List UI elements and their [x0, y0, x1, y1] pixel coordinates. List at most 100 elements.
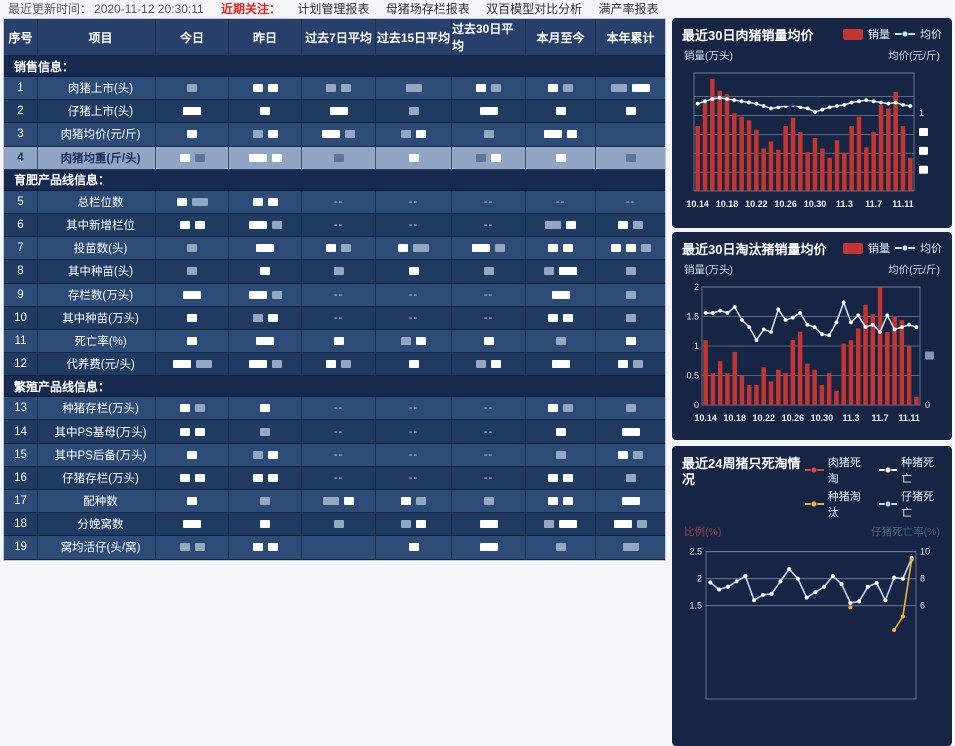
value-cell-redacted — [596, 397, 665, 421]
table-row[interactable]: 13 种猪存栏(万头) -- -- -- — [4, 397, 665, 421]
redaction-block — [625, 313, 636, 322]
redaction-block — [637, 520, 647, 529]
redaction-block — [194, 221, 205, 230]
table-row[interactable]: 2 仔猪上市(头) — [4, 100, 665, 124]
legend-label-sales: 销量 — [868, 29, 890, 41]
row-label: 肉猪均价(元/斤) — [38, 123, 156, 147]
value-cell-redacted: -- — [376, 213, 452, 238]
table-row[interactable]: 17 配种数 — [4, 490, 665, 514]
value-cell-redacted — [376, 513, 452, 537]
table-row[interactable]: 19 窝均活仔(头/窝) — [4, 536, 665, 560]
value-cell-redacted — [156, 77, 229, 101]
redaction-block — [476, 84, 486, 93]
value-cell-redacted — [376, 490, 452, 514]
value-cell-redacted — [156, 353, 229, 377]
redaction-block — [248, 290, 267, 299]
value-cell-redacted — [376, 237, 452, 261]
value-cell-redacted — [229, 283, 302, 307]
redaction-block — [495, 244, 505, 253]
value-cell-redacted: -- — [376, 466, 452, 490]
no-data-dash: -- — [333, 448, 344, 461]
redaction-block — [633, 450, 643, 459]
redaction-block — [341, 84, 351, 93]
link-double-hundred-model-analysis[interactable]: 双百模型对比分析 — [486, 2, 583, 16]
redaction-block — [621, 497, 640, 506]
table-row[interactable]: 8 其中种苗(头) — [4, 260, 665, 284]
value-cell-redacted — [452, 260, 526, 284]
cull-pig-sales-chart-canvas[interactable]: 10.14 10.18 10.22 10.26 10.30 11.3 11.7 11.11 2 1… — [682, 279, 940, 429]
redaction-block — [267, 84, 278, 93]
link-full-production-rate-report[interactable]: 满产率报表 — [598, 2, 659, 16]
table-row[interactable]: 18 分娩窝数 — [4, 513, 665, 537]
redaction-block — [555, 107, 566, 116]
svg-text:0.5: 0.5 — [686, 371, 699, 381]
value-cell-redacted — [229, 466, 302, 490]
svg-text:10.14: 10.14 — [686, 199, 709, 209]
y-axis-right-name: 均价(元/斤) — [888, 50, 940, 62]
table-row[interactable]: 11 死亡率(%) — [4, 329, 665, 354]
value-cell-redacted — [229, 306, 302, 330]
table-row[interactable]: 3 肉猪均价(元/斤) — [4, 123, 665, 147]
table-row[interactable]: 4 肉猪均重(斤/头) — [4, 146, 665, 170]
redaction-block — [559, 267, 577, 276]
chart-legend[interactable]: 肉猪死淘 种猪死亡 种猪淘汰 仔猪死亡 — [805, 454, 942, 520]
redaction-block — [416, 130, 426, 139]
legend-item-piglet-death[interactable]: 仔猪死亡 — [878, 488, 942, 520]
link-sow-farm-inventory-report[interactable]: 母猪场存栏报表 — [385, 2, 470, 16]
value-cell-redacted — [596, 100, 665, 124]
no-data-dash: -- — [408, 402, 419, 415]
redaction-block — [625, 244, 636, 253]
row-number: 10 — [4, 306, 38, 330]
redaction-block — [618, 450, 628, 459]
chart-card-pork-sales-price: 最近30日肉猪销量均价 销量 均价 销量(万头) 均价(元/斤) 10.14 10… — [672, 18, 952, 228]
table-row[interactable]: 15 其中PS后备(万头) -- -- -- — [4, 443, 665, 467]
legend-item-breeder-cull[interactable]: 种猪淘汰 — [805, 488, 868, 520]
svg-text:10: 10 — [920, 547, 930, 557]
redaction-block — [252, 473, 263, 482]
redaction-block — [611, 84, 627, 93]
no-data-dash: -- — [408, 448, 419, 461]
value-cell-redacted — [302, 490, 376, 514]
legend-item-pork-death-cull[interactable]: 肉猪死淘 — [805, 454, 868, 486]
svg-text:0: 0 — [925, 400, 930, 410]
redaction-block — [187, 244, 197, 253]
redaction-block — [545, 221, 561, 230]
value-cell-redacted — [156, 536, 229, 560]
death-cull-chart-canvas[interactable]: 2.5 10 2 8 1.5 6 — [682, 541, 940, 701]
chart-legend[interactable]: 销量 均价 — [843, 26, 942, 42]
value-cell-redacted — [596, 513, 665, 537]
table-row[interactable]: 6 其中新增栏位 -- -- -- — [4, 213, 665, 238]
value-cell-redacted — [156, 213, 229, 238]
svg-text:11.11: 11.11 — [898, 413, 920, 423]
chart-legend[interactable]: 销量 均价 — [843, 240, 942, 256]
no-data-dash: -- — [333, 288, 344, 301]
link-plan-management-report[interactable]: 计划管理报表 — [297, 2, 370, 16]
value-cell-redacted: -- — [376, 306, 452, 330]
table-row[interactable]: 7 投苗数(头) — [4, 237, 665, 261]
chart-title: 最近24周猪只死淘情况 — [682, 456, 801, 487]
value-cell-redacted: -- — [376, 443, 452, 467]
value-cell-redacted: -- — [452, 283, 526, 307]
row-number: 13 — [4, 397, 38, 421]
table-row[interactable]: 10 其中种苗(万头) -- -- -- — [4, 306, 665, 330]
value-cell-redacted — [156, 123, 229, 147]
table-row[interactable]: 1 肉猪上市(头) — [4, 77, 665, 101]
pork-sales-chart-canvas[interactable]: 10.14 10.18 10.22 10.26 10.30 11.3 11.7 11.11 1 — [682, 65, 940, 215]
redaction-block — [398, 244, 408, 253]
no-data-dash: -- — [625, 195, 636, 208]
table-row[interactable]: 5 总栏位数 -- -- -- -- -- — [4, 190, 665, 214]
table-row[interactable]: 16 仔猪存栏(万头) -- -- -- — [4, 466, 665, 490]
table-row[interactable]: 12 代养费(元/头) — [4, 353, 665, 377]
redaction-block — [640, 244, 651, 253]
value-cell-redacted — [526, 283, 596, 307]
value-cell-redacted — [596, 353, 665, 377]
redaction-block — [548, 84, 558, 93]
legend-item-breeder-death[interactable]: 种猪死亡 — [878, 454, 942, 486]
value-cell-redacted — [302, 77, 376, 101]
redaction-block — [610, 244, 621, 253]
value-cell-redacted: -- — [302, 420, 376, 444]
redaction-block — [326, 84, 336, 93]
table-row[interactable]: 9 存栏数(万头) -- -- -- — [4, 283, 665, 307]
table-row[interactable]: 14 其中PS基母(万头) -- -- -- — [4, 420, 665, 444]
row-label: 总栏位数 — [38, 190, 156, 214]
